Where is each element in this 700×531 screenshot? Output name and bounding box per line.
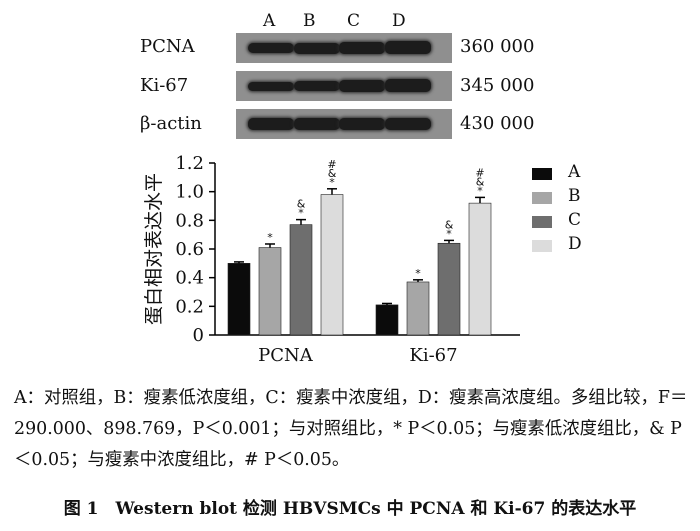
lane-label-d: D — [392, 11, 406, 31]
y-tick-label: 0.6 — [175, 239, 204, 260]
x-category-label: Ki-67 — [409, 345, 457, 366]
bar-c-pcna — [289, 224, 313, 336]
blot-mw-beta-actin: 430 000 — [460, 113, 535, 134]
y-tick-label: 0 — [193, 325, 204, 346]
legend-label-d: D — [568, 234, 582, 254]
band — [294, 118, 340, 130]
x-category-label: PCNA — [258, 345, 314, 366]
significance-mark: & — [297, 198, 306, 211]
y-tick-label: 0.4 — [175, 268, 204, 289]
significance-mark: * — [267, 231, 273, 244]
significance-mark: # — [475, 166, 484, 179]
band — [339, 118, 385, 130]
lane-label-b: B — [303, 11, 316, 31]
blot-label-pcna: PCNA — [140, 36, 195, 57]
blot-strip-pcna — [236, 33, 452, 63]
bar-b-ki-67 — [406, 281, 430, 336]
y-tick-label: 1.2 — [175, 153, 204, 174]
band — [294, 81, 340, 91]
blot-label-beta-actin: β-actin — [140, 113, 202, 134]
bar-b-pcna — [258, 247, 282, 336]
y-tick-label: 0.2 — [175, 296, 204, 317]
band — [248, 82, 294, 91]
lane-label-a: A — [263, 11, 276, 31]
significance-mark: & — [328, 167, 337, 180]
bar-c-ki-67 — [437, 242, 461, 336]
significance-mark: * — [329, 176, 335, 189]
bar-a-ki-67 — [375, 304, 399, 336]
blot-label-ki67: Ki-67 — [140, 75, 189, 96]
legend-label-c: C — [568, 210, 582, 230]
band — [339, 42, 385, 54]
legend-swatch-a — [532, 168, 552, 180]
legend-swatch-c — [532, 216, 552, 228]
significance-mark: & — [476, 175, 485, 188]
band — [385, 41, 431, 54]
band — [248, 118, 294, 130]
bar-d-ki-67 — [468, 202, 492, 336]
band — [385, 118, 431, 130]
y-tick-label: 1.0 — [175, 182, 204, 203]
significance-mark: * — [446, 227, 452, 240]
figure-title: 图 1 Western blot 检测 HBVSMCs 中 PCNA 和 Ki-… — [63, 499, 637, 519]
significance-mark: * — [415, 267, 421, 280]
y-tick-label: 0.8 — [175, 210, 204, 231]
legend-label-b: B — [568, 186, 581, 206]
blot-strip-beta-actin — [236, 109, 452, 139]
lane-label-c: C — [347, 11, 361, 31]
blot-mw-ki67: 345 000 — [460, 75, 535, 96]
bar-a-pcna — [227, 263, 251, 336]
figure-caption: A：对照组，B：瘦素低浓度组，C：瘦素中浓度组，D：瘦素高浓度组。多组比较，F＝… — [14, 388, 688, 470]
y-axis-label: 蛋白相对表达水平 — [143, 173, 165, 325]
band — [339, 80, 385, 92]
blot-mw-pcna: 360 000 — [460, 36, 535, 57]
band — [248, 43, 294, 53]
legend-swatch-d — [532, 240, 552, 252]
significance-mark: * — [477, 184, 483, 197]
band — [294, 43, 340, 54]
significance-mark: # — [327, 158, 336, 171]
significance-mark: * — [298, 207, 304, 220]
bar-d-pcna — [320, 194, 344, 336]
legend-swatch-b — [532, 192, 552, 204]
legend-label-a: A — [568, 162, 581, 182]
band — [385, 79, 431, 92]
significance-mark: & — [445, 218, 454, 231]
blot-strip-ki67 — [236, 71, 452, 101]
